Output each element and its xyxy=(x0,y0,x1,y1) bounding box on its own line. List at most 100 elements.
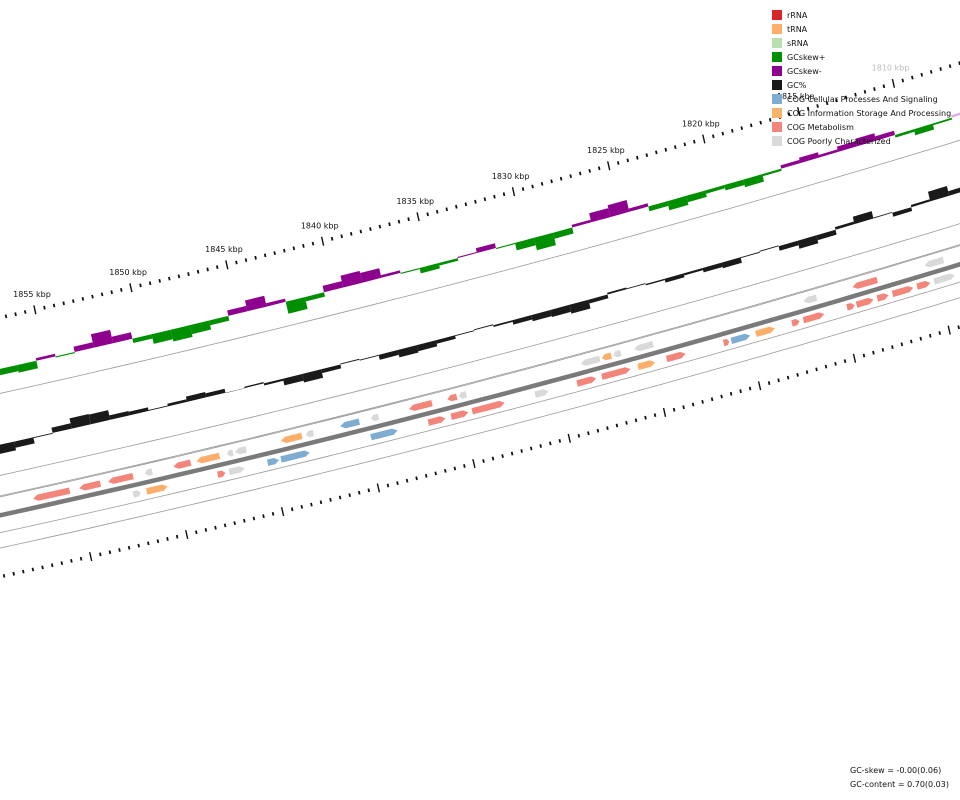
gc-content-bar xyxy=(455,330,475,337)
gene-arrow xyxy=(846,303,855,311)
gc-content-bar xyxy=(607,287,627,295)
scale-tick-outer xyxy=(311,241,315,246)
cds-feature-track xyxy=(33,256,955,501)
gc-skew-bar xyxy=(457,252,477,259)
gene-arrow xyxy=(146,484,168,495)
scale-tick-outer xyxy=(825,101,829,106)
gc-skew-bar xyxy=(762,168,782,177)
gc-content-bar xyxy=(109,411,130,420)
scale-tick-inner xyxy=(720,394,723,399)
gc-content-bar xyxy=(852,211,874,225)
gene-arrow xyxy=(458,391,468,399)
gc-content-bar xyxy=(588,294,609,304)
scale-tick-inner xyxy=(118,548,121,552)
gc-skew-bar xyxy=(151,329,173,344)
gc-content-bar xyxy=(740,251,760,259)
gc-content-bar xyxy=(340,358,360,365)
gc-content-bar xyxy=(148,405,168,411)
gene-arrow xyxy=(876,293,889,302)
gc-content-bar xyxy=(473,324,494,331)
gene-arrow xyxy=(79,480,102,491)
scale-tick-outer xyxy=(320,236,325,246)
position-label: 1830 kbp xyxy=(492,172,530,181)
legend-item: COG Cellular Processes And Signaling xyxy=(772,92,951,106)
legend-swatch xyxy=(772,80,782,90)
scale-tick-outer xyxy=(664,147,668,152)
scale-tick-outer xyxy=(597,166,601,171)
legend-label: COG Poorly Characterized xyxy=(787,136,891,146)
scale-tick-inner xyxy=(729,391,733,396)
track-guide-line xyxy=(0,223,960,476)
position-label: 1855 kbp xyxy=(13,290,51,299)
scale-tick-outer xyxy=(435,209,439,214)
scale-tick-outer xyxy=(292,246,296,251)
scale-tick-inner xyxy=(777,378,780,383)
gene-arrow xyxy=(173,459,192,469)
gc-content-bar xyxy=(873,212,893,219)
scale-tick-outer xyxy=(617,161,620,165)
gc-content-bar xyxy=(721,257,742,269)
gc-content-bar xyxy=(493,320,513,327)
scale-tick-inner xyxy=(596,428,600,433)
scale-tick-outer xyxy=(854,92,857,97)
scale-tick-inner xyxy=(472,458,476,469)
gc-content-bar xyxy=(645,278,665,286)
scale-tick-inner xyxy=(587,431,590,436)
gc-skew-bar xyxy=(571,219,592,228)
legend-swatch xyxy=(772,10,782,20)
gc-content-bar xyxy=(263,378,284,386)
scale-tick-inner xyxy=(463,464,466,468)
scale-tick-outer xyxy=(302,243,305,248)
scale-tick-outer xyxy=(455,204,458,209)
scale-tick-outer xyxy=(254,255,257,260)
scale-tick-outer xyxy=(702,134,706,144)
scale-tick-inner xyxy=(577,433,581,438)
gene-arrow xyxy=(217,470,226,478)
gc-skew-bar xyxy=(628,203,649,212)
gc-skew-bar xyxy=(875,130,895,141)
gc-content-bar xyxy=(225,388,245,394)
legend-swatch xyxy=(772,24,782,34)
scale-tick-inner xyxy=(280,507,285,517)
scale-tick-inner xyxy=(367,488,371,493)
scale-tick-outer xyxy=(531,184,534,189)
scale-tick-inner xyxy=(338,495,342,500)
gene-arrow xyxy=(108,473,134,484)
gc-skew-bar xyxy=(818,149,839,158)
scale-tick-inner xyxy=(482,459,485,463)
scale-tick-inner xyxy=(41,565,44,570)
scale-tick-inner xyxy=(843,359,847,364)
gene-arrow xyxy=(580,355,601,366)
gc-skew-bar xyxy=(322,281,344,293)
scale-tick-inner xyxy=(60,561,64,566)
gene-arrow xyxy=(280,432,303,443)
scale-tick-outer xyxy=(158,278,161,283)
gene-arrow xyxy=(933,273,955,285)
scale-tick-inner xyxy=(900,342,904,347)
sequence-stats: GC-skew = -0.00(0.06) GC-content = 0.70(… xyxy=(850,764,949,792)
scale-tick-inner xyxy=(529,446,533,451)
scale-tick-outer xyxy=(110,290,113,295)
scale-tick-outer xyxy=(148,281,152,286)
scale-tick-inner xyxy=(376,483,381,493)
scale-tick-inner xyxy=(204,527,208,532)
scale-tick-inner xyxy=(223,523,227,528)
gc-skew-bar xyxy=(285,297,308,314)
legend-item: COG Poorly Characterized xyxy=(772,134,951,148)
scale-tick-inner xyxy=(739,389,742,394)
scale-tick-outer xyxy=(81,296,85,301)
gc-content-bar xyxy=(683,268,704,276)
gene-arrow xyxy=(755,326,775,337)
scale-tick-inner xyxy=(156,539,160,544)
scale-tick-inner xyxy=(147,541,150,546)
gene-arrow xyxy=(340,418,360,429)
scale-tick-outer xyxy=(655,150,658,155)
scale-tick-outer xyxy=(177,274,181,279)
gc-skew-stat: GC-skew = -0.00(0.06) xyxy=(850,766,942,775)
scale-tick-inner xyxy=(815,367,818,372)
scale-tick-outer xyxy=(23,310,27,314)
scale-tick-inner xyxy=(386,483,390,488)
scale-tick-outer xyxy=(263,253,267,258)
gc-skew-bar xyxy=(515,237,536,251)
legend-label: GC% xyxy=(787,80,807,90)
